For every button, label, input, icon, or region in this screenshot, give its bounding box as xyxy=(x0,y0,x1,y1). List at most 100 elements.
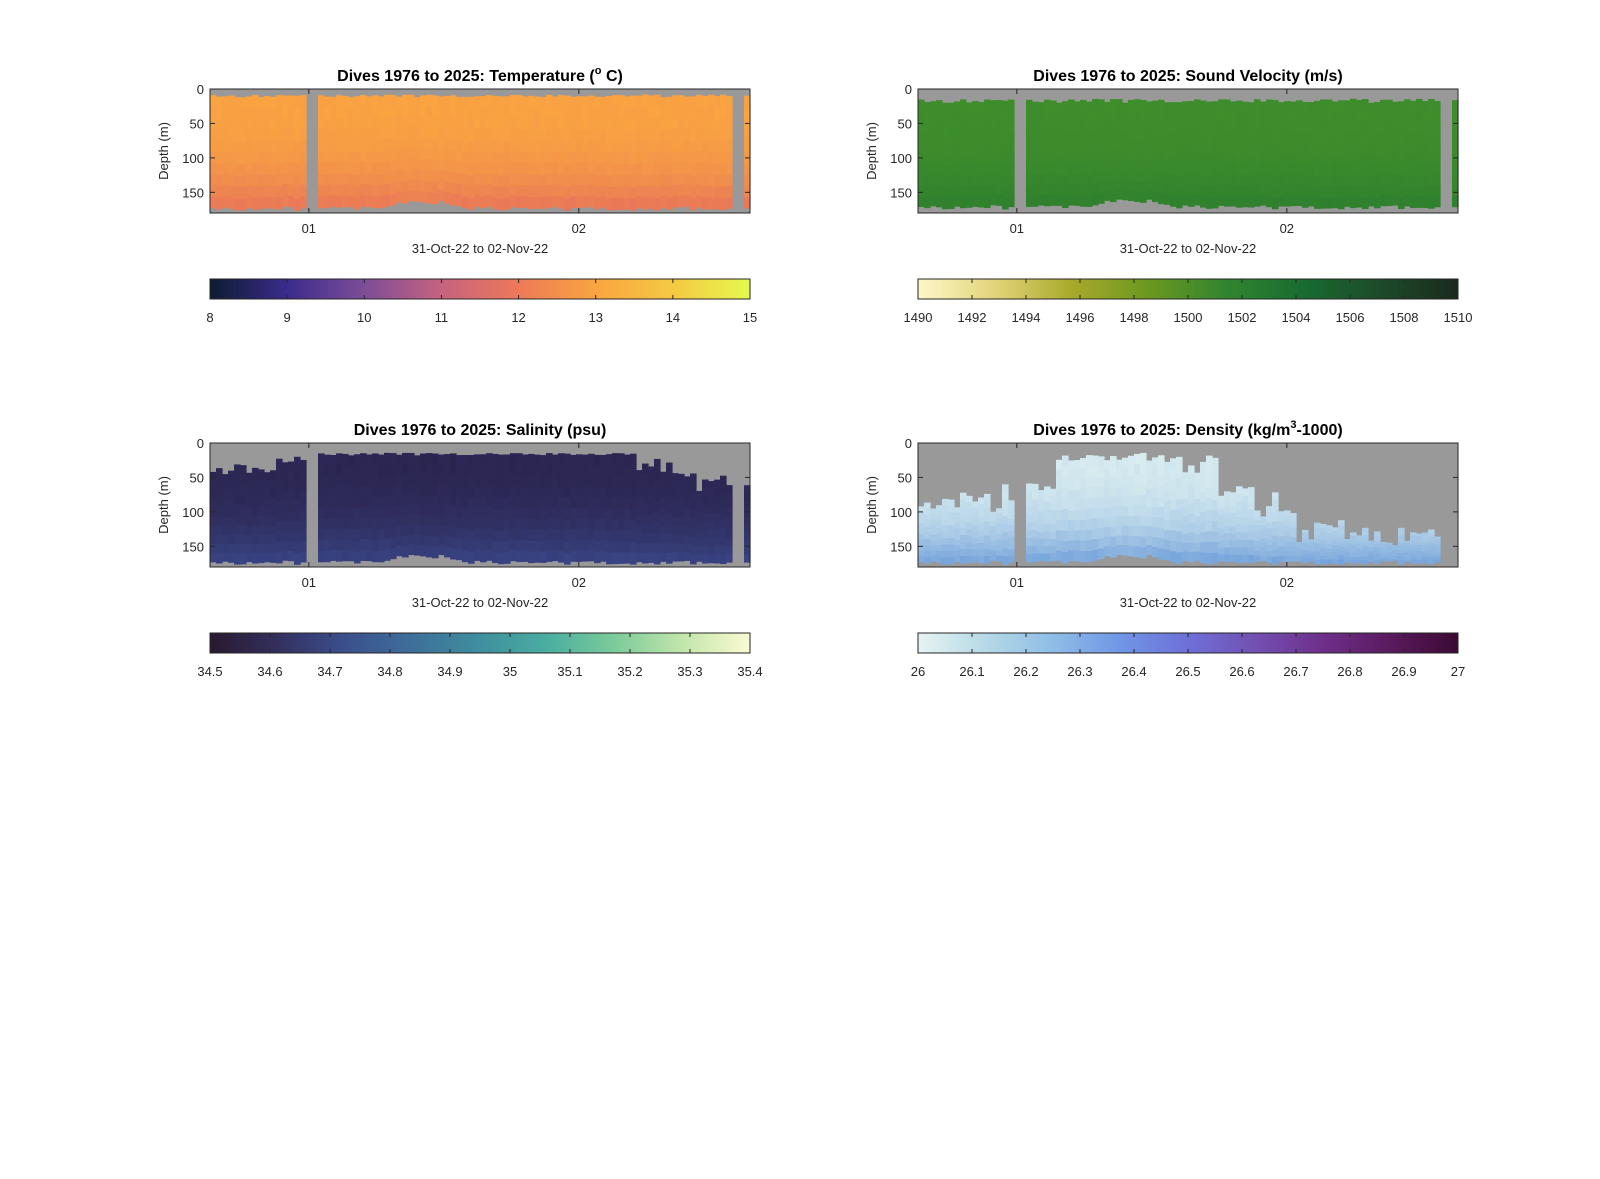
heatmap-cell xyxy=(384,183,391,196)
heatmap-cell xyxy=(426,494,433,506)
heatmap-cell xyxy=(648,95,655,108)
heatmap-cell xyxy=(378,476,385,488)
heatmap-cell xyxy=(510,474,517,486)
heatmap-cell xyxy=(1062,476,1069,489)
heatmap-cell xyxy=(618,453,625,465)
heatmap-cell xyxy=(564,464,571,477)
heatmap-cell xyxy=(1326,525,1333,530)
heatmap-cell xyxy=(990,526,997,532)
heatmap-cell xyxy=(318,453,325,465)
heatmap-cell xyxy=(252,534,259,545)
heatmap-cell xyxy=(966,542,973,550)
heatmap-cell xyxy=(1338,520,1345,526)
heatmap-cell xyxy=(996,508,1003,515)
heatmap-cell xyxy=(564,453,571,466)
heatmap-cell xyxy=(1338,546,1345,552)
heatmap-cell xyxy=(1200,100,1207,112)
heatmap-cell xyxy=(330,518,337,530)
heatmap-cell xyxy=(1050,152,1057,164)
heatmap-cell xyxy=(1062,101,1069,113)
heatmap-cell xyxy=(1158,476,1165,487)
heatmap-cell xyxy=(1362,109,1369,122)
heatmap-cell xyxy=(996,173,1003,185)
heatmap-cell xyxy=(936,505,943,512)
heatmap-cell xyxy=(1038,539,1045,547)
heatmap-cell xyxy=(978,555,985,563)
heatmap-cell xyxy=(588,95,595,108)
heatmap-cell xyxy=(1170,195,1177,207)
heatmap-cell xyxy=(216,468,223,479)
heatmap-cell xyxy=(384,474,391,486)
heatmap-cell xyxy=(1230,143,1237,155)
heatmap-cell xyxy=(1104,507,1111,519)
heatmap-cell xyxy=(210,185,217,198)
heatmap-cell xyxy=(576,151,583,164)
heatmap-cell xyxy=(714,554,721,564)
heatmap-cell xyxy=(1362,142,1369,155)
heatmap-cell xyxy=(1140,181,1147,193)
heatmap-cell xyxy=(1068,500,1075,511)
heatmap-cell xyxy=(1284,551,1291,557)
heatmap-cell xyxy=(1230,540,1237,549)
heatmap-cell xyxy=(1344,548,1351,551)
heatmap-cell xyxy=(1278,511,1285,517)
heatmap-cell xyxy=(990,121,997,133)
heatmap-cell xyxy=(270,507,277,517)
heatmap-cell xyxy=(1308,550,1315,553)
heatmap-cell xyxy=(606,465,613,477)
heatmap-cell xyxy=(1110,170,1117,182)
heatmap-cell xyxy=(1248,186,1255,198)
heatmap-cell xyxy=(414,190,421,202)
heatmap-cell xyxy=(414,128,421,140)
heatmap-cell xyxy=(1368,164,1375,176)
heatmap-cell xyxy=(300,510,307,522)
heatmap-cell xyxy=(924,514,931,522)
heatmap-cell xyxy=(984,110,991,122)
heatmap-cell xyxy=(372,117,379,130)
heatmap-cell xyxy=(522,497,529,509)
heatmap-cell xyxy=(996,539,1003,546)
heatmap-cell xyxy=(684,484,691,494)
heatmap-cell xyxy=(1278,164,1285,176)
heatmap-cell xyxy=(624,541,631,553)
heatmap-cell xyxy=(588,464,595,476)
heatmap-cell xyxy=(1176,509,1183,522)
heatmap-cell xyxy=(1362,531,1369,536)
heatmap-cell xyxy=(1338,100,1345,112)
heatmap-cell xyxy=(534,540,541,552)
heatmap-cell xyxy=(1188,503,1195,515)
heatmap-cell xyxy=(300,106,307,119)
heatmap-cell xyxy=(474,118,481,130)
heatmap-cell xyxy=(276,479,283,491)
heatmap-cell xyxy=(1428,197,1435,209)
heatmap-cell xyxy=(1344,552,1351,556)
heatmap-cell xyxy=(684,129,691,142)
heatmap-cell xyxy=(1128,495,1135,507)
heatmap-cell xyxy=(702,107,709,120)
heatmap-cell xyxy=(576,497,583,509)
heatmap-cell xyxy=(1128,190,1135,202)
heatmap-cell xyxy=(450,506,457,518)
heatmap-cell xyxy=(402,546,409,558)
heatmap-cell xyxy=(1146,479,1153,490)
heatmap-cell xyxy=(462,130,469,142)
heatmap-cell xyxy=(408,483,415,495)
heatmap-cell xyxy=(1176,456,1183,469)
heatmap-cell xyxy=(282,540,289,551)
heatmap-cell xyxy=(1338,555,1345,561)
heatmap-cell xyxy=(1404,152,1411,164)
heatmap-cell xyxy=(1008,549,1015,557)
heatmap-cell xyxy=(228,534,235,545)
heatmap-cell xyxy=(1260,534,1267,540)
heatmap-cell xyxy=(1416,120,1423,133)
heatmap-cell xyxy=(540,152,547,165)
heatmap-cell xyxy=(1164,510,1171,522)
heatmap-cell xyxy=(930,153,937,165)
heatmap-cell xyxy=(504,487,511,499)
heatmap-cell xyxy=(1368,557,1375,560)
heatmap-cell xyxy=(1032,101,1039,113)
heatmap-cell xyxy=(684,107,691,120)
heatmap-cell xyxy=(408,126,415,138)
heatmap-cell xyxy=(1278,133,1285,145)
colorbar-tick-label: 1492 xyxy=(958,310,987,325)
